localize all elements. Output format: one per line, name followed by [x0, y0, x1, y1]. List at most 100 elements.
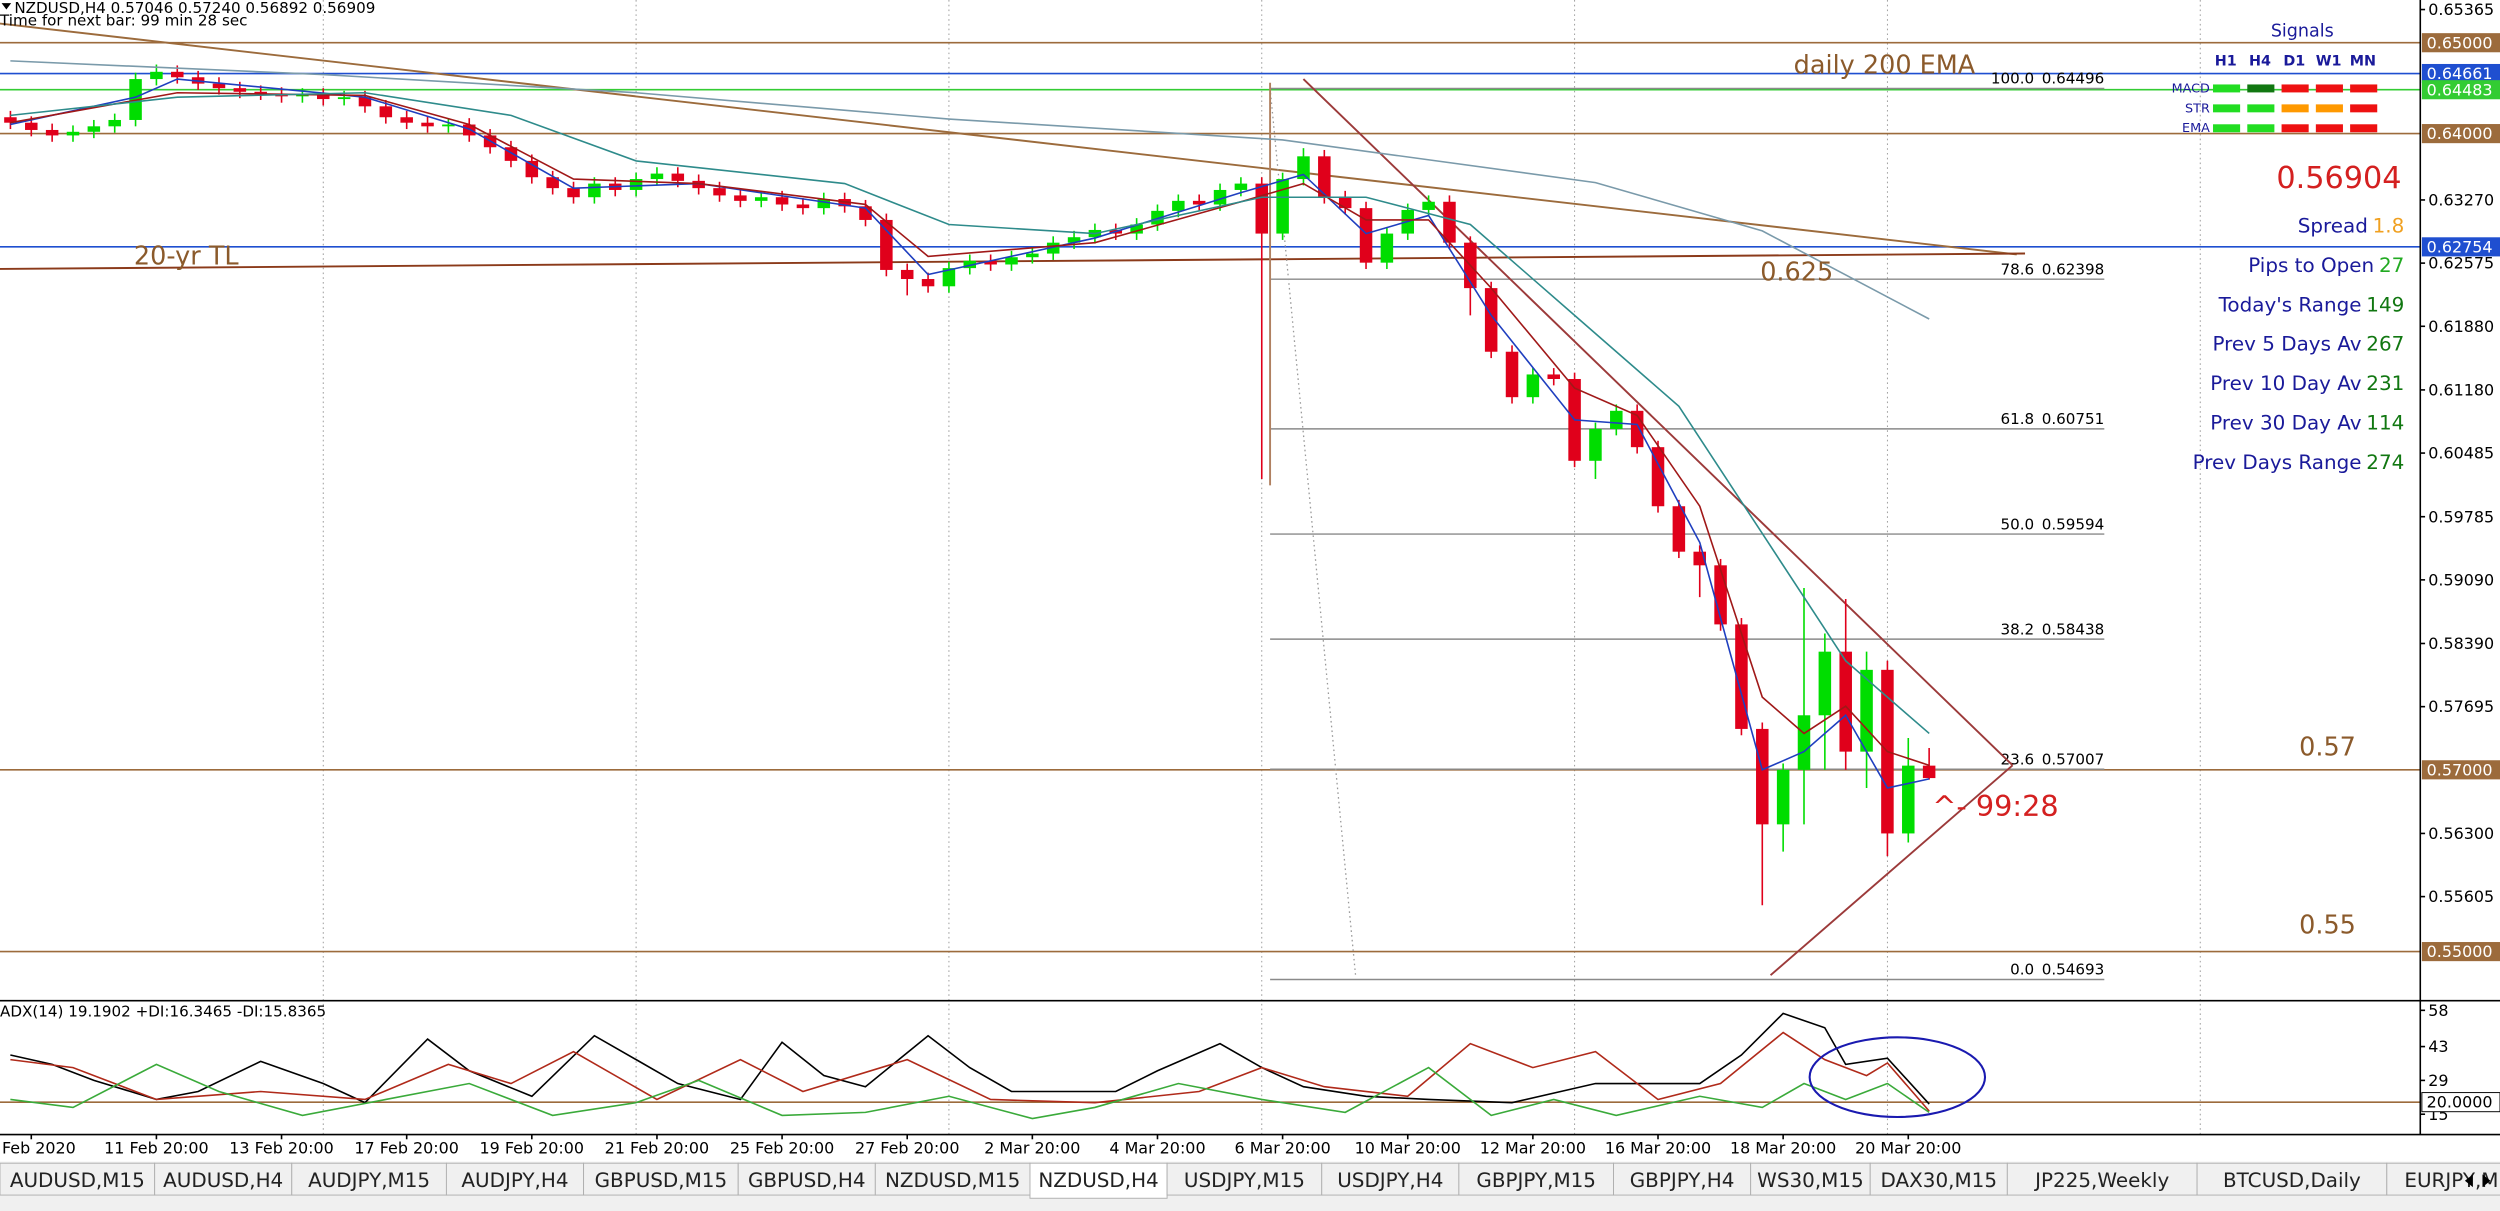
tab[interactable] [874, 1162, 1031, 1196]
candle-body [1589, 428, 1602, 461]
tab[interactable] [1613, 1162, 1752, 1196]
candle-body [358, 97, 372, 107]
y-tick-label: 43 [2428, 1037, 2448, 1056]
candle-body [1902, 765, 1915, 834]
tab-label[interactable]: EURJPY,M15 [2404, 1169, 2500, 1192]
menu-icon[interactable] [1, 3, 12, 10]
tab[interactable] [0, 1162, 156, 1196]
indicator-line [10, 1031, 1930, 1112]
tab[interactable] [2196, 1162, 2388, 1196]
info-value: 231 [2366, 372, 2404, 395]
tab[interactable] [737, 1162, 876, 1196]
tab-label[interactable]: JP225,Weekly [2033, 1169, 2169, 1192]
tab[interactable] [445, 1162, 585, 1196]
candle-body [400, 117, 413, 123]
tab[interactable] [1166, 1162, 1323, 1196]
tab-scroll-right[interactable] [2482, 1174, 2491, 1188]
candle-body [546, 177, 559, 189]
signal-cell [2315, 104, 2343, 113]
annotation: 20-yr TL [134, 242, 239, 272]
candle-body [692, 180, 705, 189]
tab-scroll-left[interactable] [2464, 1174, 2473, 1188]
tab[interactable] [2006, 1162, 2198, 1196]
info-label: Prev Days Range [2193, 451, 2362, 474]
x-tick-label: 7 Feb 2020 [0, 1139, 76, 1158]
tab-label[interactable]: USDJPY,H4 [1337, 1169, 1443, 1192]
signal-cell [2350, 104, 2378, 113]
fib-price: 0.64496 [2042, 70, 2105, 88]
signal-cell [2213, 84, 2241, 93]
candle-body [254, 91, 267, 94]
y-tick-label: 0.58390 [2428, 634, 2494, 653]
candle-body [1297, 156, 1310, 180]
level-price-box [2421, 760, 2500, 780]
indicator-line [10, 1063, 1930, 1120]
candle-body [713, 188, 726, 196]
candle-body [838, 199, 851, 207]
axes: 0.65365 0.63270 0.62575 0.61880 0.61180 0.604… [0, 0, 2500, 1158]
tab[interactable] [291, 1162, 447, 1196]
trend-line [1269, 88, 1357, 976]
tab-label[interactable]: BTCUSD,Daily [2223, 1169, 2361, 1192]
tab-bar: AUDUSD,M15 AUDUSD,H4 AUDJPY,M15 AUDJPY,H4 GB… [0, 1161, 2500, 1211]
tab-label[interactable]: NZDUSD,H4 [1038, 1169, 1158, 1192]
info-value: 1.8 [2373, 215, 2405, 238]
level-price-box [2421, 942, 2500, 962]
x-tick-label: 16 Mar 20:00 [1605, 1139, 1711, 1158]
candle-body [1839, 651, 1852, 752]
candle-body [1484, 288, 1498, 352]
tab-label[interactable]: NZDUSD,M15 [885, 1169, 1020, 1192]
tab[interactable] [154, 1162, 293, 1196]
tab[interactable] [1029, 1162, 1168, 1199]
signal-column: H1 [2215, 53, 2237, 69]
tab-label[interactable]: AUDUSD,H4 [163, 1169, 283, 1192]
info-label: Prev 5 Days Av [2212, 333, 2361, 356]
candle-body [87, 126, 101, 132]
candle-body [1380, 233, 1394, 263]
level-price-label: 0.55000 [2427, 942, 2493, 961]
level-price-box [2421, 33, 2500, 53]
symbol-info: NZDUSD,H4 0.57046 0.57240 0.56892 0.5690… [14, 0, 375, 17]
signal-column: H4 [2249, 53, 2271, 69]
signal-row-label: EMA [2182, 121, 2210, 136]
level-price-box [2421, 63, 2500, 84]
y-tick-label: 0.65365 [2428, 0, 2494, 19]
candle-body [171, 71, 184, 78]
tab-label[interactable]: USDJPY,M15 [1184, 1169, 1305, 1192]
tab-label[interactable]: DAX30,M15 [1881, 1169, 1997, 1192]
x-tick-label: 18 Mar 20:00 [1730, 1139, 1836, 1158]
info-value: 149 [2366, 293, 2404, 316]
x-tick-label: 17 Feb 20:00 [354, 1139, 459, 1158]
moving-average [10, 60, 1930, 320]
bar-timer: Time for next bar: 99 min 28 sec [0, 11, 247, 29]
tab[interactable] [1321, 1162, 1460, 1196]
candle-body [880, 219, 893, 270]
level-price-label: 0.57000 [2427, 760, 2493, 779]
tab-label[interactable]: AUDJPY,H4 [461, 1169, 568, 1192]
candle-body [421, 122, 434, 127]
x-tick-label: 19 Feb 20:00 [480, 1139, 585, 1158]
y-tick-label: 0.55605 [2428, 887, 2494, 906]
tab-label[interactable]: AUDUSD,M15 [10, 1169, 145, 1192]
candle-body [1672, 506, 1686, 552]
tab[interactable] [2386, 1162, 2500, 1196]
y-tick-label: 0.63270 [2428, 191, 2494, 210]
candle-body [1776, 769, 1790, 825]
candle-body [671, 173, 685, 181]
tab-label[interactable]: GBPUSD,M15 [595, 1169, 727, 1192]
signals-title: Signals [2271, 22, 2334, 42]
candle-body [337, 97, 351, 100]
signal-cell [2247, 84, 2275, 93]
tab-label[interactable]: WS30,M15 [1757, 1169, 1864, 1192]
candle-body [1922, 765, 1936, 779]
fib-price: 0.62398 [2042, 260, 2105, 278]
candle-body [4, 117, 17, 123]
tab-label[interactable]: AUDJPY,M15 [308, 1169, 430, 1192]
signal-cell [2247, 124, 2275, 133]
x-tick-label: 21 Feb 20:00 [605, 1139, 710, 1158]
signal-column: W1 [2316, 53, 2342, 69]
tab-label[interactable]: GBPUSD,H4 [748, 1169, 866, 1192]
y-tick-label: 0.61180 [2428, 380, 2494, 399]
tab-label[interactable]: GBPJPY,H4 [1630, 1169, 1735, 1192]
tab-label[interactable]: GBPJPY,M15 [1476, 1169, 1596, 1192]
